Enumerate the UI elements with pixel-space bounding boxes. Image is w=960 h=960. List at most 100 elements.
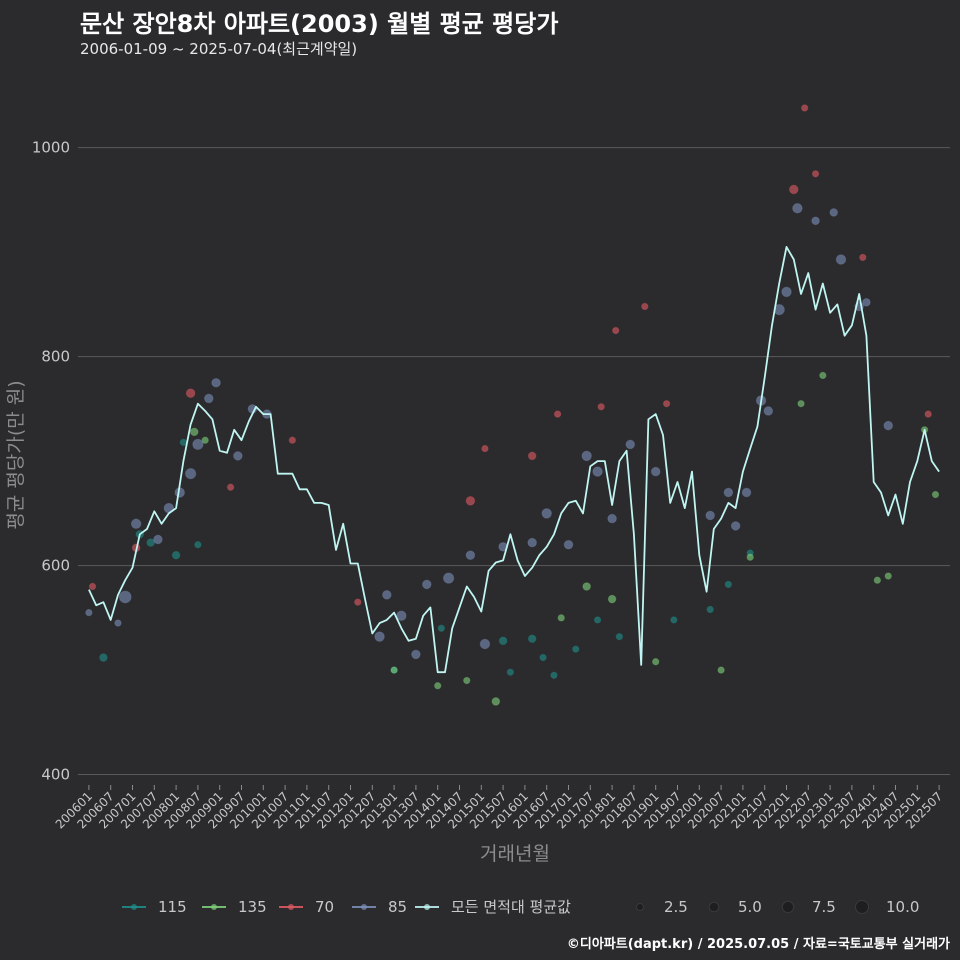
- scatter-point-70: [859, 253, 867, 262]
- scatter-point-70: [481, 444, 489, 453]
- scatter-point-85: [479, 638, 491, 650]
- scatter-point-115: [506, 668, 515, 676]
- scatter-point-115: [179, 438, 188, 447]
- scatter-point-85: [541, 508, 552, 519]
- scatter-point-70: [924, 410, 932, 418]
- legend-point-swatch: [424, 904, 430, 910]
- scatter-point-85: [527, 537, 537, 548]
- scatter-point-135: [873, 576, 882, 584]
- scatter-point-115: [670, 616, 678, 624]
- scatter-point-85: [563, 539, 574, 550]
- legend-size-swatch: [635, 902, 645, 912]
- scatter-point-115: [527, 634, 537, 644]
- scatter-point-70: [612, 326, 620, 335]
- scatter-point-85: [396, 610, 407, 621]
- scatter-point-85: [411, 649, 421, 660]
- legend-point-swatch: [131, 904, 137, 910]
- scatter-point-85: [184, 468, 197, 480]
- scatter-point-85: [650, 466, 661, 477]
- legend-label: 115: [158, 898, 187, 916]
- scatter-point-85: [741, 487, 752, 498]
- scatter-point-85: [792, 203, 803, 214]
- scatter-point-135: [884, 572, 892, 580]
- scatter-point-115: [498, 636, 508, 646]
- scatter-point-85: [192, 438, 204, 451]
- scatter-point-135: [557, 614, 565, 622]
- scatter-point-70: [788, 184, 799, 195]
- legend-size-swatch: [781, 900, 795, 914]
- y-axis-title: 평균 평당가(만 원): [5, 380, 27, 529]
- scatter-point-115: [706, 605, 714, 614]
- chart-title: 문산 장안8차 아파트(2003) 월별 평균 평당가: [80, 10, 559, 38]
- y-tick-label: 600: [41, 557, 70, 575]
- scatter-point-115: [550, 671, 558, 679]
- scatter-point-85: [883, 420, 894, 431]
- scatter-point-70: [226, 483, 235, 491]
- scatter-point-85: [130, 518, 142, 530]
- legend-size-label: 10.0: [886, 898, 919, 916]
- scatter-point-135: [717, 666, 725, 674]
- scatter-point-115: [572, 645, 580, 653]
- scatter-point-115: [171, 550, 181, 560]
- scatter-point-115: [194, 541, 202, 549]
- scatter-point-115: [724, 580, 733, 589]
- legend-label: 85: [388, 898, 407, 916]
- scatter-point-135: [746, 553, 754, 561]
- scatter-point-85: [829, 208, 839, 217]
- scatter-point-85: [118, 590, 132, 604]
- legend-point-swatch: [288, 904, 294, 910]
- legend-size-label: 2.5: [664, 898, 688, 916]
- scatter-point-70: [354, 598, 362, 606]
- scatter-point-85: [835, 254, 847, 265]
- scatter-point-70: [800, 104, 809, 112]
- scatter-point-115: [593, 616, 602, 624]
- scatter-point-135: [797, 399, 805, 408]
- line-layer: [88, 245, 940, 674]
- scatter-point-85: [204, 393, 214, 404]
- scatter-point-85: [211, 377, 221, 388]
- y-tick-label: 400: [41, 766, 70, 784]
- scatter-point-85: [607, 513, 617, 524]
- scatter-point-135: [189, 427, 199, 437]
- scatter-point-85: [382, 590, 392, 600]
- scatter-point-135: [201, 436, 209, 444]
- scatter-point-70: [553, 410, 562, 418]
- grid-layer: [78, 147, 950, 790]
- scatter-point-85: [233, 451, 243, 461]
- scatter-point-70: [527, 451, 537, 461]
- scatter-point-135: [607, 594, 617, 604]
- scatter-point-85: [442, 572, 455, 584]
- x-axis-title: 거래년월: [480, 843, 550, 865]
- scatter-point-135: [390, 666, 398, 674]
- scatter-point-115: [615, 632, 624, 641]
- scatter-point-135: [931, 490, 940, 499]
- scatter-point-135: [652, 658, 660, 666]
- scatter-point-85: [705, 510, 716, 521]
- scatter-point-70: [597, 403, 605, 411]
- scatter-point-135: [463, 676, 471, 685]
- y-tick-label: 1000: [32, 139, 70, 157]
- legend-label: 135: [238, 898, 267, 916]
- scatter-point-85: [763, 406, 774, 416]
- legend-size-label: 5.0: [738, 898, 762, 916]
- y-tick-labels: 400 600 800 1000: [32, 139, 70, 784]
- legend: 115 135 70 85 모든 면적대 평균값 2.5 5.0 7.5 10.0: [122, 898, 919, 916]
- scatter-point-85: [374, 631, 385, 642]
- scatter-point-135: [819, 371, 827, 380]
- scatter-point-70: [662, 399, 671, 408]
- chart-subtitle: 2006-01-09 ~ 2025-07-04(최근계약일): [80, 40, 358, 58]
- legend-point-swatch: [361, 904, 367, 910]
- scatter-point-115: [146, 538, 155, 547]
- legend-size-swatch: [708, 901, 720, 913]
- scatter-point-85: [811, 216, 820, 226]
- scatter-point-85: [723, 487, 734, 498]
- scatter-point-85: [781, 286, 792, 298]
- scatter-point-85: [592, 466, 603, 477]
- scatter-point-70: [465, 496, 476, 506]
- legend-size-label: 7.5: [812, 898, 836, 916]
- scatter-point-85: [730, 521, 741, 531]
- scatter-point-85: [625, 439, 636, 450]
- scatter-point-85: [465, 550, 476, 560]
- scatter-point-85: [862, 298, 871, 307]
